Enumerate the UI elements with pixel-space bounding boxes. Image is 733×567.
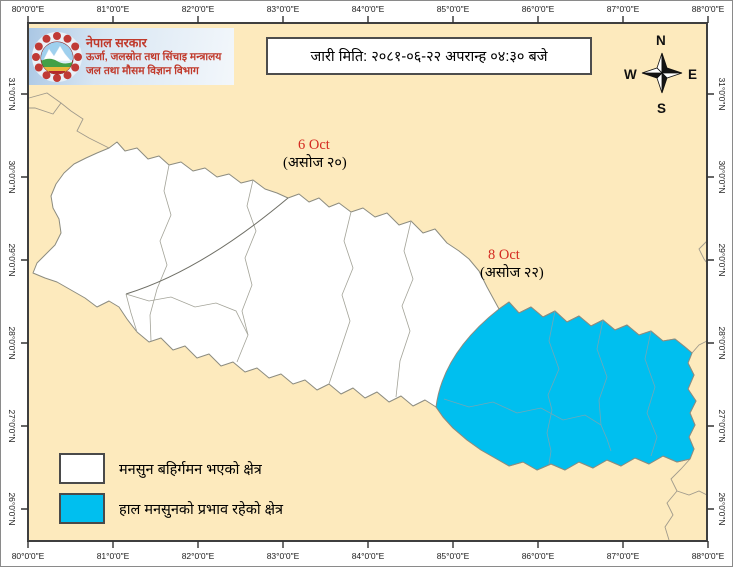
lat-label-right: 31°0'0"N [717, 77, 727, 111]
withdrawal-date-np: (असोज २२) [480, 265, 544, 282]
withdrawal-date-en: 8 Oct [488, 247, 520, 263]
department-name: जल तथा मौसम विज्ञान विभाग [86, 64, 199, 77]
lat-label-left: 28°0'0"N [7, 326, 17, 360]
withdrawal-date-en: 6 Oct [298, 137, 330, 153]
ministry-title-block: नेपाल सरकार ऊर्जा, जलस्रोत तथा सिंचाइ मन… [86, 35, 221, 79]
lat-label-right: 28°0'0"N [717, 326, 727, 360]
lon-label-top: 84°0'0"E [351, 4, 385, 14]
compass-west-label: W [624, 67, 637, 82]
legend-swatch-withdrawn [59, 453, 105, 484]
lon-label-bottom: 82°0'0"E [181, 551, 215, 561]
lon-label-bottom: 87°0'0"E [606, 551, 640, 561]
lat-label-right: 27°0'0"N [717, 409, 727, 443]
lon-label-bottom: 81°0'0"E [96, 551, 130, 561]
compass-east-label: E [688, 67, 698, 82]
lon-label-top: 86°0'0"E [521, 4, 555, 14]
issue-date-text: जारी मिति: २०८१-०६-२२ अपरान्ह ०४:३० बजे [310, 49, 548, 65]
lat-label-right: 29°0'0"N [717, 243, 727, 277]
legend-label-active: हाल मनसुनको प्रभाव रहेको क्षेत्र [119, 501, 284, 518]
lon-label-bottom: 84°0'0"E [351, 551, 385, 561]
nepal-emblem-logo [32, 31, 82, 82]
lon-label-bottom: 86°0'0"E [521, 551, 555, 561]
lon-label-top: 87°0'0"E [606, 4, 640, 14]
province-boundaries-west [125, 164, 414, 398]
lon-label-top: 81°0'0"E [96, 4, 130, 14]
neighbor-boundaries [28, 92, 708, 541]
lon-label-bottom: 88°0'0"E [691, 551, 725, 561]
lat-label-right: 26°0'0"N [717, 492, 727, 526]
lat-label-left: 30°0'0"N [7, 160, 17, 194]
withdrawal-arc-6oct [125, 197, 289, 295]
lon-label-top: 83°0'0"E [266, 4, 300, 14]
lon-label-top: 85°0'0"E [436, 4, 470, 14]
lat-label-left: 29°0'0"N [7, 243, 17, 277]
withdrawal-label-6oct: 6 Oct (असोज २०) [283, 136, 347, 172]
lon-label-top: 88°0'0"E [691, 4, 725, 14]
lon-label-bottom: 80°0'0"E [11, 551, 45, 561]
monsoon-active-region [435, 301, 697, 471]
lon-label-bottom: 83°0'0"E [266, 551, 300, 561]
lat-label-left: 26°0'0"N [7, 492, 17, 526]
tick-marks [21, 16, 714, 548]
withdrawal-label-8oct: 8 Oct (असोज २२) [480, 246, 544, 282]
legend-label-withdrawn: मनसुन बहिर्गमन भएको क्षेत्र [119, 461, 262, 478]
header-band: नेपाल सरकार ऊर्जा, जलस्रोत तथा सिंचाइ मन… [29, 28, 234, 85]
lat-label-right: 30°0'0"N [717, 160, 727, 194]
compass-star-icon [641, 52, 683, 94]
map-legend: मनसुन बहिर्गमन भएको क्षेत्र हाल मनसुनको … [59, 453, 283, 533]
lat-label-left: 27°0'0"N [7, 409, 17, 443]
lon-label-bottom: 85°0'0"E [436, 551, 470, 561]
lon-label-top: 82°0'0"E [181, 4, 215, 14]
issue-date-box: जारी मिति: २०८१-०६-२२ अपरान्ह ०४:३० बजे [266, 37, 592, 75]
government-name: नेपाल सरकार [86, 35, 147, 50]
lat-label-left: 31°0'0"N [7, 77, 17, 111]
province-boundaries-east [443, 310, 658, 465]
withdrawal-date-np: (असोज २०) [283, 155, 347, 172]
legend-item-active: हाल मनसुनको प्रभाव रहेको क्षेत्र [59, 493, 283, 524]
legend-item-withdrawn: मनसुन बहिर्गमन भएको क्षेत्र [59, 453, 283, 484]
compass-north-label: N [656, 33, 666, 48]
lon-label-top: 80°0'0"E [11, 4, 45, 14]
compass-rose: N S W E [623, 33, 701, 117]
ministry-name: ऊर्जा, जलस्रोत तथा सिंचाइ मन्त्रालय [86, 50, 222, 63]
legend-swatch-active [59, 493, 105, 524]
compass-south-label: S [657, 101, 667, 116]
